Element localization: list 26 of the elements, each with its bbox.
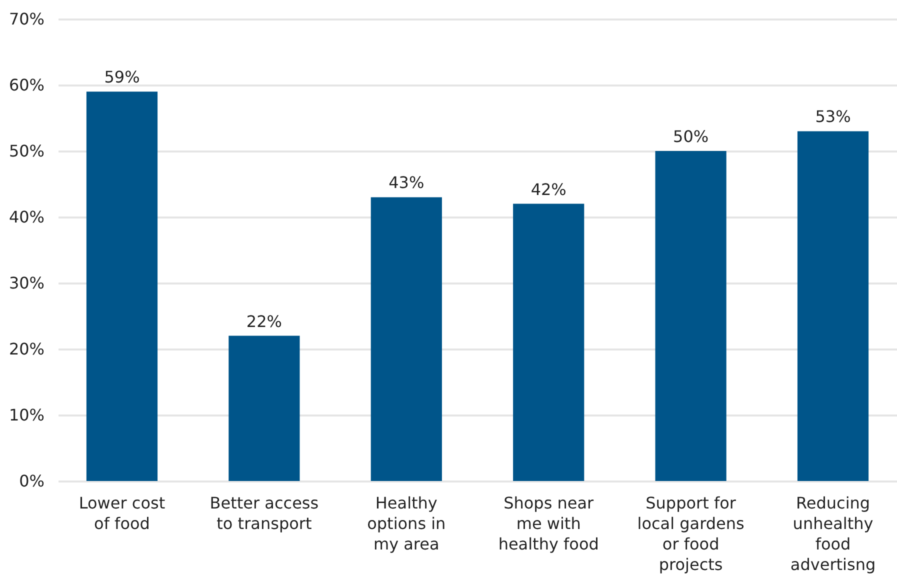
bar	[655, 151, 726, 481]
y-tick-label: 40%	[8, 208, 44, 226]
y-tick-label: 10%	[8, 406, 44, 424]
y-tick-label: 30%	[8, 274, 44, 292]
bar	[513, 204, 584, 481]
y-tick-label: 60%	[8, 76, 44, 94]
data-label: 22%	[246, 312, 282, 331]
y-tick-label: 50%	[8, 142, 44, 160]
data-label: 50%	[673, 127, 709, 146]
data-label: 59%	[104, 68, 140, 87]
bar	[797, 131, 869, 481]
bar	[86, 92, 158, 481]
bar	[370, 197, 442, 481]
x-tick-label: Healthy options in my area	[367, 494, 446, 554]
y-tick-label: 70%	[8, 10, 44, 28]
data-label: 53%	[815, 107, 851, 126]
x-tick-label: Better access to transport	[210, 494, 319, 533]
bar	[228, 336, 300, 481]
y-tick-label: 20%	[8, 340, 44, 358]
x-tick-label: Support for local gardens or food projects	[637, 494, 744, 574]
data-label: 43%	[388, 173, 424, 192]
x-tick-label: Shops near me with healthy food	[498, 494, 599, 554]
y-tick-label: 0%	[19, 472, 44, 490]
data-label: 42%	[530, 180, 566, 199]
x-tick-label: Reducing unhealthy food advertisng	[790, 494, 876, 574]
x-tick-label: Lower cost of food	[78, 494, 166, 533]
